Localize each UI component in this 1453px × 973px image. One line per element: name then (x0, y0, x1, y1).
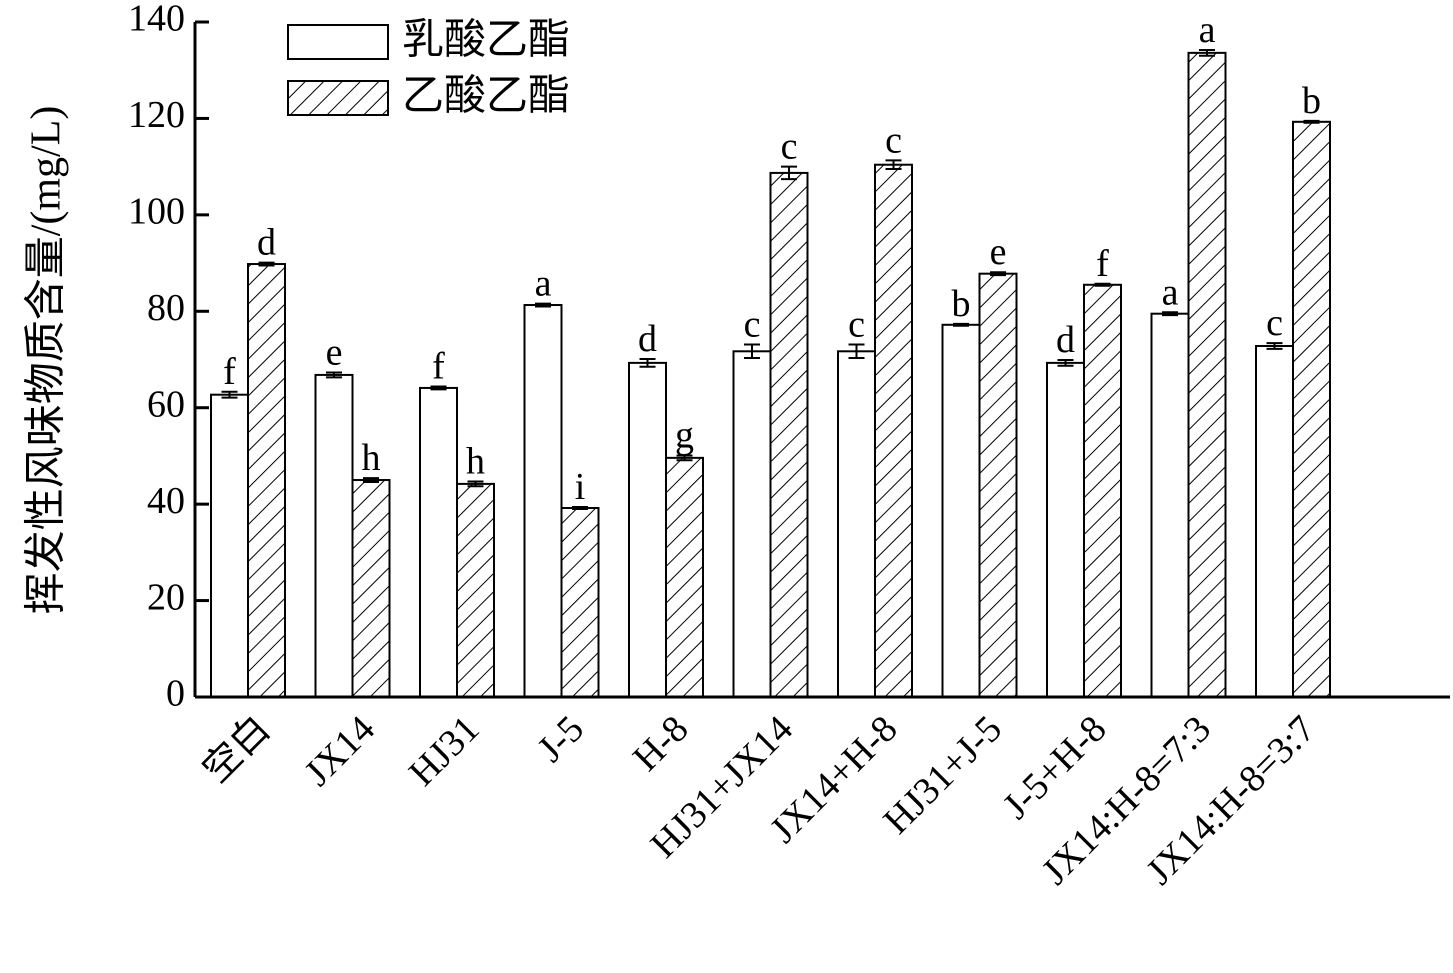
y-axis-title: 挥发性风味物质含量/(mg/L) (24, 106, 70, 615)
significance-letter: a (1199, 9, 1216, 51)
y-tick-label: 80 (147, 287, 185, 329)
legend-label: 乳酸乙酯 (402, 18, 570, 64)
error-bar (848, 343, 865, 360)
bar (1292, 120, 1331, 698)
bar (1255, 345, 1294, 698)
y-tick-label: 100 (128, 191, 185, 233)
bar (456, 482, 495, 698)
significance-letter: a (535, 263, 552, 305)
error-bar (781, 165, 797, 181)
significance-letter: a (1162, 271, 1179, 313)
significance-letter: e (326, 332, 343, 374)
significance-letter: h (362, 437, 381, 479)
error-bar (953, 322, 969, 327)
bar (1083, 283, 1122, 698)
bar (874, 163, 913, 698)
significance-letter: h (466, 440, 485, 482)
x-tick-label: JX14 (297, 708, 383, 794)
error-bar (326, 371, 342, 379)
bar (247, 263, 286, 698)
bar (523, 304, 563, 698)
error-bar (1303, 119, 1320, 124)
error-bar (676, 454, 693, 462)
significance-letter: c (885, 119, 902, 161)
bar (628, 361, 667, 698)
bar (941, 323, 981, 698)
y-tick-label: 20 (147, 576, 185, 618)
bar (732, 350, 772, 698)
legend-swatch (287, 80, 389, 116)
error-bar (258, 261, 275, 267)
legend-swatch (287, 24, 389, 60)
error-bar (572, 506, 588, 510)
significance-letter: d (257, 222, 276, 264)
x-tick-label: J-5 (529, 708, 592, 771)
bar (351, 479, 391, 698)
error-bar (363, 477, 379, 483)
bar (769, 171, 809, 699)
bar (210, 393, 249, 698)
error-bar (1199, 48, 1215, 57)
error-bar (1162, 311, 1178, 317)
significance-letter: c (1266, 302, 1283, 344)
error-bar (1057, 358, 1074, 367)
bar (665, 456, 704, 698)
error-bar (430, 385, 447, 391)
bar (1150, 312, 1190, 698)
y-tick-label: 0 (166, 673, 185, 715)
error-bar (990, 271, 1006, 277)
error-bar (1266, 342, 1283, 350)
error-bar (885, 159, 902, 171)
significance-letter: f (1096, 243, 1109, 285)
significance-letter: d (1056, 319, 1075, 361)
significance-letter: c (781, 126, 798, 168)
y-tick-label: 60 (147, 383, 185, 425)
bar (314, 373, 354, 698)
y-tick-label: 120 (128, 94, 185, 136)
significance-letter: c (744, 304, 761, 346)
significance-letter: f (432, 346, 445, 388)
y-tick-label: 40 (147, 480, 185, 522)
significance-letter: g (675, 414, 694, 456)
significance-letter: f (223, 351, 236, 393)
error-bar (221, 390, 238, 399)
significance-letter: d (638, 318, 657, 360)
bar (837, 350, 876, 698)
significance-letter: i (575, 466, 586, 508)
significance-letter: c (848, 304, 865, 346)
y-tick-label: 140 (128, 0, 185, 40)
x-tick-label: HJ31 (401, 708, 487, 794)
legend-label: 乙酸乙酯 (402, 74, 570, 120)
bar (1046, 361, 1085, 698)
error-bar (1094, 282, 1111, 287)
significance-letter: b (1302, 80, 1321, 122)
x-tick-label: H-8 (625, 708, 696, 779)
bar (419, 386, 458, 698)
significance-letter: e (990, 231, 1007, 273)
error-bar (467, 480, 484, 488)
significance-letter: b (952, 283, 971, 325)
error-bar (639, 358, 656, 368)
error-bar (744, 343, 760, 360)
x-tick-label: 空白 (195, 708, 278, 791)
bar (1187, 51, 1227, 699)
bar (978, 272, 1018, 698)
error-bar (535, 302, 551, 308)
bar (560, 507, 600, 698)
